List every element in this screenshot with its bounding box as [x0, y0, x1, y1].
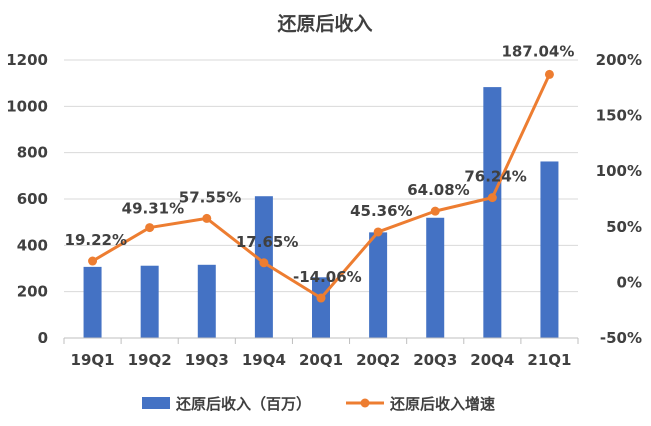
line-point: [487, 193, 497, 203]
line-point: [145, 223, 155, 233]
left-tick-label: 800: [17, 144, 48, 162]
right-tick-label: 200%: [596, 51, 642, 69]
chart-title: 还原后收入: [276, 12, 372, 35]
legend: 还原后收入（百万） 还原后收入增速: [142, 395, 495, 413]
category-label: 21Q1: [527, 351, 571, 369]
left-tick-label: 1200: [6, 51, 48, 69]
bar: [312, 277, 330, 338]
right-tick-label: 0%: [617, 273, 642, 291]
bar: [197, 264, 216, 338]
legend-bar-swatch: [142, 397, 170, 409]
bar: [369, 232, 388, 338]
category-label: 19Q4: [242, 351, 286, 369]
line-point: [202, 213, 212, 223]
left-tick-label: 200: [17, 283, 48, 301]
line-point: [88, 256, 98, 266]
right-tick-label: 150%: [596, 107, 642, 125]
line-point: [373, 227, 383, 237]
growth-data-label: 19.22%: [65, 231, 127, 249]
line-point: [316, 293, 326, 303]
category-label: 19Q3: [185, 351, 229, 369]
left-tick-label: 0: [38, 329, 48, 347]
growth-data-label: 49.31%: [122, 200, 184, 218]
right-tick-label: 100%: [596, 162, 642, 180]
category-axis: 19Q1 19Q2 19Q3 19Q4 20Q1 20Q2 20Q3 20Q4 21Q1: [63, 337, 579, 369]
right-axis: -50% 0% 50% 100% 150% 200%: [596, 51, 642, 347]
growth-data-label: 45.36%: [350, 202, 412, 220]
bar-series: [83, 87, 559, 338]
line-point: [259, 258, 269, 268]
category-label: 20Q3: [413, 351, 457, 369]
category-label: 20Q1: [299, 351, 343, 369]
bar: [426, 217, 445, 338]
growth-data-label: 64.08%: [407, 181, 469, 199]
legend-line-marker: [360, 398, 370, 408]
legend-line-label: 还原后收入增速: [389, 395, 495, 413]
legend-bar-label: 还原后收入（百万）: [175, 395, 311, 413]
data-labels: 19.22% 49.31%57.55% 17.65% -14.06% 45.36% 64.…: [65, 42, 575, 286]
series-line: [91, 73, 551, 300]
bar: [540, 161, 559, 338]
growth-data-label: -14.06%: [293, 268, 362, 286]
bar: [483, 87, 502, 338]
bar: [83, 266, 102, 338]
growth-data-label: 187.04%: [501, 42, 574, 60]
line-point: [544, 69, 554, 79]
growth-data-label: 57.55%: [179, 188, 241, 206]
category-label: 19Q2: [128, 351, 172, 369]
category-label: 20Q2: [356, 351, 400, 369]
growth-data-label: 17.65%: [236, 233, 298, 251]
right-tick-label: 50%: [606, 218, 642, 236]
growth-data-label: 76.24%: [464, 168, 526, 186]
line-point: [430, 206, 440, 216]
category-label: 19Q1: [71, 351, 115, 369]
left-tick-label: 400: [17, 236, 48, 254]
left-tick-label: 1000: [6, 97, 48, 115]
left-axis: 0 200 400 600 800 1000 1200: [6, 51, 48, 347]
category-label: 20Q4: [470, 351, 514, 369]
left-tick-label: 600: [17, 190, 48, 208]
right-tick-label: -50%: [600, 329, 642, 347]
line-series: [88, 69, 554, 303]
bar: [140, 265, 159, 338]
